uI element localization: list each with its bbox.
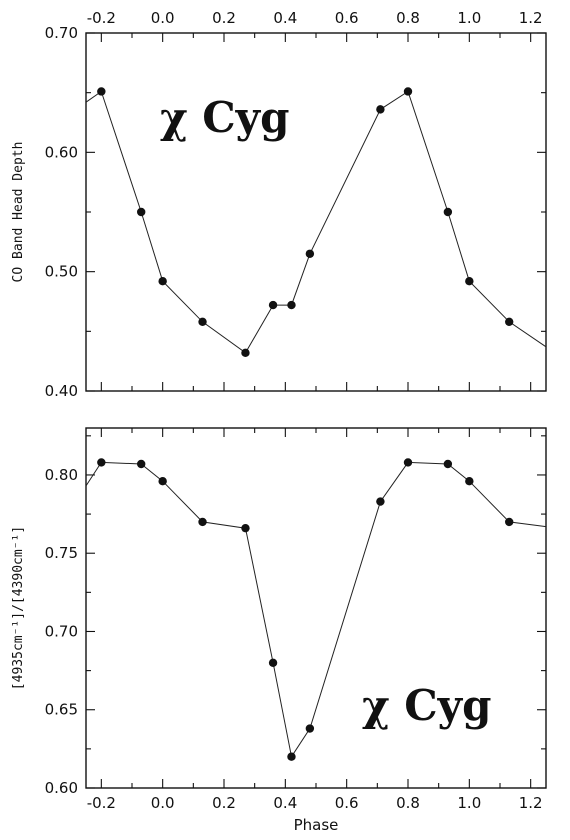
x-tick-label: 0.4 — [273, 9, 297, 27]
star-annotation: χ Cyg — [362, 681, 491, 730]
y-tick-labels: 0.40 0.50 0.60 0.70 — [45, 24, 78, 400]
data-point — [465, 277, 474, 286]
data-point — [198, 317, 207, 326]
x-tick-label: 1.0 — [457, 9, 481, 27]
data-point — [287, 300, 296, 310]
data-point — [376, 105, 385, 114]
data-point — [97, 87, 106, 96]
top-x-tick-labels: -0.2 0.0 0.2 0.4 0.6 0.8 1.0 1.2 — [87, 9, 543, 27]
star-annotation: χ Cyg — [160, 93, 289, 142]
data-point — [505, 317, 514, 326]
data-point — [505, 517, 514, 527]
plot-frame — [85, 427, 547, 789]
x-tick-label: 1.0 — [457, 794, 481, 812]
data-point — [443, 207, 453, 217]
series-line — [85, 90, 547, 354]
bottom-x-tick-labels: -0.2 0.0 0.2 0.4 0.6 0.8 1.0 1.2 — [87, 794, 543, 812]
data-point — [268, 658, 278, 667]
data-point — [198, 517, 207, 527]
x-tick-label: 0.6 — [335, 9, 359, 27]
y-tick-labels: 0.60 0.65 0.70 0.75 0.80 — [45, 466, 78, 797]
data-point — [158, 477, 167, 486]
y-axis-title: [4935cm⁻¹]/[4390cm⁻¹] — [11, 526, 26, 690]
data-point — [403, 458, 413, 467]
x-tick-label: 0.0 — [151, 794, 175, 812]
y-tick-label: 0.65 — [45, 701, 78, 719]
data-point — [287, 752, 296, 761]
tick-marks — [86, 32, 546, 392]
y-tick-label: 0.80 — [45, 466, 78, 484]
x-tick-label: 0.2 — [212, 9, 236, 27]
data-point — [305, 724, 315, 733]
x-tick-label: 1.2 — [519, 794, 543, 812]
y-tick-label: 0.60 — [45, 779, 78, 797]
x-axis-title: Phase — [294, 816, 339, 834]
y-tick-label: 0.75 — [45, 544, 78, 562]
data-points — [97, 458, 514, 761]
plot-frame — [85, 32, 547, 392]
x-tick-label: 0.8 — [396, 9, 420, 27]
data-point — [443, 459, 453, 469]
y-tick-label: 0.50 — [45, 263, 78, 281]
data-point — [305, 249, 315, 258]
y-tick-label: 0.70 — [45, 24, 78, 42]
x-tick-label: 0.0 — [151, 9, 175, 27]
data-point — [137, 207, 146, 217]
y-tick-label: 0.60 — [45, 143, 78, 161]
x-tick-label: -0.2 — [87, 9, 116, 27]
chart-panel-co-band: -0.2 0.0 0.2 0.4 0.6 0.8 1.0 1.2 0.400.500.600.… — [11, 9, 547, 400]
x-tick-label: 0.4 — [273, 794, 297, 812]
data-point — [403, 87, 413, 96]
y-axis-title: CO Band Head Depth — [11, 142, 26, 283]
chart-panel-flux-ratio: -0.2 0.0 0.2 0.4 0.6 0.8 1.0 1.2 0.600.650.700.… — [11, 427, 547, 834]
data-point — [268, 300, 278, 310]
y-tick-label: 0.40 — [45, 382, 78, 400]
x-tick-label: 0.2 — [212, 794, 236, 812]
data-points — [97, 87, 514, 358]
data-point — [241, 523, 250, 533]
tick-marks — [86, 428, 546, 789]
x-tick-label: 0.8 — [396, 794, 420, 812]
data-point — [376, 497, 385, 506]
data-point — [465, 477, 474, 486]
data-point — [158, 277, 167, 286]
x-tick-label: -0.2 — [87, 794, 116, 812]
y-tick-label: 0.70 — [45, 622, 78, 640]
x-tick-label: 0.6 — [335, 794, 359, 812]
data-point — [137, 459, 146, 469]
data-point — [97, 458, 106, 467]
data-point — [241, 348, 250, 358]
x-tick-label: 1.2 — [519, 9, 543, 27]
